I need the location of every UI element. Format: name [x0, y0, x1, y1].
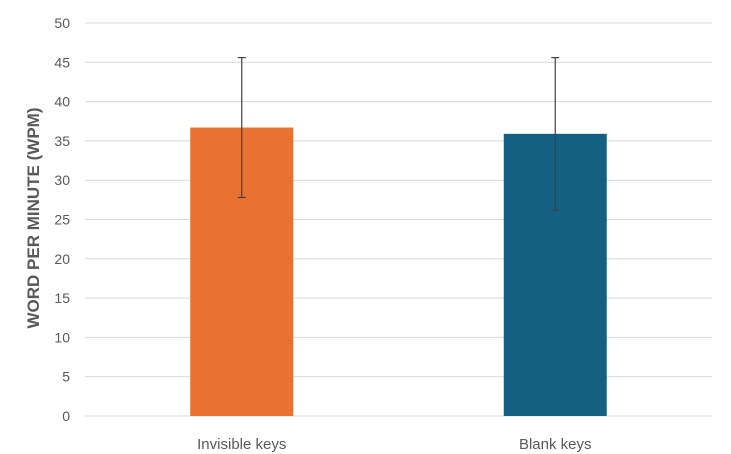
- y-tick-label: 40: [54, 94, 70, 110]
- y-tick-label: 50: [54, 15, 70, 31]
- bars: [190, 127, 607, 417]
- y-axis-title: WORD PER MINUTE (WPM): [24, 108, 43, 329]
- y-tick-label: 25: [54, 212, 70, 228]
- y-tick-label: 20: [54, 251, 70, 267]
- x-category-label: Blank keys: [519, 436, 592, 453]
- error-bars: [237, 56, 560, 211]
- x-axis-labels: Invisible keys Blank keys: [197, 436, 591, 453]
- y-tick-label: 5: [62, 369, 70, 385]
- y-tick-label: 0: [62, 408, 70, 424]
- x-category-label: Invisible keys: [197, 436, 286, 453]
- y-tick-label: 30: [54, 172, 70, 188]
- y-tick-label: 10: [54, 329, 70, 345]
- y-tick-label: 35: [54, 133, 70, 149]
- y-axis-ticks: 0 5 10 15 20 25 30 35 40 45 50: [54, 15, 70, 424]
- y-tick-label: 15: [54, 290, 70, 306]
- gridlines: [85, 22, 712, 417]
- y-tick-label: 45: [54, 54, 70, 70]
